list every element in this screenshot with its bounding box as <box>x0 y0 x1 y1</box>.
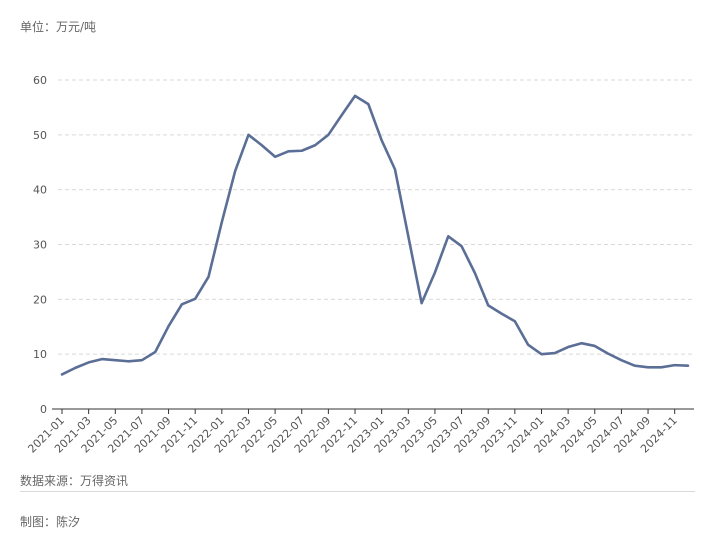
divider <box>20 491 695 492</box>
author-note: 制图：陈汐 <box>20 515 81 529</box>
grid-lines <box>58 79 694 355</box>
y-tick-label: 0 <box>40 403 47 416</box>
y-tick-label: 60 <box>33 74 47 87</box>
y-tick-label: 10 <box>33 348 47 361</box>
source-note: 数据来源：万得资讯 <box>20 474 129 488</box>
series-layer <box>60 94 690 376</box>
unit-label: 单位：万元/吨 <box>20 20 97 34</box>
x-axis: 2021-012021-032021-052021-072021-092021-… <box>25 408 694 456</box>
y-tick-label: 40 <box>33 184 47 197</box>
y-axis: 0 10 20 30 40 50 60 <box>33 74 47 416</box>
series-line <box>60 94 690 376</box>
y-tick-label: 20 <box>33 293 47 306</box>
y-tick-label: 30 <box>33 239 47 252</box>
y-tick-label: 50 <box>33 129 47 142</box>
